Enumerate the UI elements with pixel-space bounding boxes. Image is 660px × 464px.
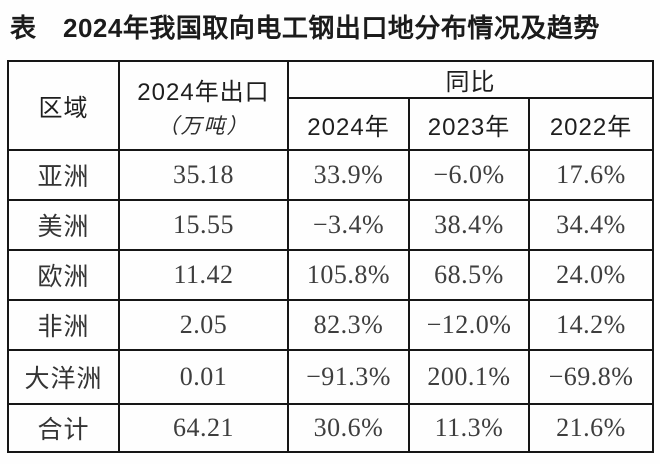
yoy-2022-cell: 17.6%: [527, 149, 655, 201]
table-row-americas: 美洲 15.55 −3.4% 38.4% 34.4%: [7, 199, 655, 251]
yoy-2023-cell: −6.0%: [408, 149, 530, 201]
yoy-2024-cell: 30.6%: [287, 403, 410, 453]
header-export: 2024年出口 （万吨）: [118, 60, 289, 151]
header-year-2022: 2022年: [527, 97, 655, 151]
export-cell: 2.05: [118, 299, 289, 351]
export-distribution-table: 区域 2024年出口 （万吨） 同比 2024年 2023年 2022年 亚洲 …: [7, 60, 655, 453]
yoy-2024-cell: 82.3%: [287, 299, 410, 351]
table-row-africa: 非洲 2.05 82.3% −12.0% 14.2%: [7, 299, 655, 351]
table-title: 表 2024年我国取向电工钢出口地分布情况及趋势: [10, 13, 600, 43]
export-cell: 15.55: [118, 199, 289, 251]
yoy-2024-cell: 105.8%: [287, 249, 410, 301]
header-year-2024: 2024年: [287, 97, 410, 151]
export-cell: 0.01: [118, 349, 289, 405]
header-row-years: 2024年 2023年 2022年: [8, 97, 655, 151]
export-cell: 64.21: [118, 403, 289, 453]
yoy-2022-cell: 24.0%: [527, 249, 655, 301]
table-row-oceania: 大洋洲 0.01 −91.3% 200.1% −69.8%: [7, 349, 655, 405]
yoy-2023-cell: 11.3%: [408, 403, 530, 453]
yoy-2022-cell: 34.4%: [527, 199, 655, 251]
yoy-2022-cell: −69.8%: [527, 349, 655, 405]
yoy-2024-cell: −3.4%: [287, 199, 410, 251]
yoy-2024-cell: 33.9%: [287, 149, 410, 201]
table-row-asia: 亚洲 35.18 33.9% −6.0% 17.6%: [7, 149, 655, 201]
export-cell: 11.42: [118, 249, 289, 301]
header-region: 区域: [7, 60, 120, 151]
header-yoy: 同比: [286, 60, 655, 99]
region-cell: 美洲: [7, 199, 120, 251]
table-row-total: 合计 64.21 30.6% 11.3% 21.6%: [7, 403, 655, 453]
header-year-2023: 2023年: [408, 97, 530, 151]
header-export-unit: （万吨）: [157, 113, 250, 138]
export-cell: 35.18: [118, 149, 289, 201]
region-cell: 大洋洲: [7, 349, 120, 405]
yoy-2024-cell: −91.3%: [287, 349, 410, 405]
header-export-line1: 2024年出口: [137, 78, 270, 106]
header-row-main: 区域 2024年出口 （万吨） 同比: [7, 60, 655, 151]
yoy-2023-cell: 68.5%: [408, 249, 530, 301]
region-cell: 亚洲: [7, 149, 120, 201]
yoy-2023-cell: 200.1%: [408, 349, 530, 405]
region-cell: 合计: [7, 403, 120, 453]
region-cell: 欧洲: [7, 249, 120, 301]
table-row-europe: 欧洲 11.42 105.8% 68.5% 24.0%: [7, 249, 655, 301]
yoy-2023-cell: 38.4%: [408, 199, 530, 251]
yoy-2022-cell: 21.6%: [527, 403, 655, 453]
yoy-2023-cell: −12.0%: [408, 299, 530, 351]
region-cell: 非洲: [7, 299, 120, 351]
yoy-2022-cell: 14.2%: [527, 299, 655, 351]
